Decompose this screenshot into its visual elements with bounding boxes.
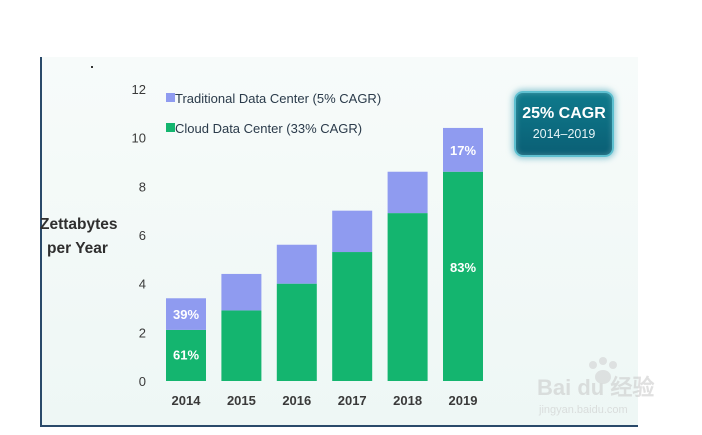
bar-data-label: 83% <box>450 260 476 275</box>
paw-icon <box>589 357 617 384</box>
baidu-watermark: Bai du 经验 jingyan.baidu.com <box>537 357 654 416</box>
y-tick-label: 4 <box>139 277 146 292</box>
cagr-badge: 25% CAGR 2014–2019 <box>514 91 614 157</box>
x-ticks-group: 2014 2015 2016 2017 2018 2019 <box>172 393 478 408</box>
bars-group <box>166 127 483 381</box>
bar-data-label: 61% <box>173 347 199 362</box>
bar-segment <box>443 171 483 381</box>
x-tick-label: 2015 <box>227 393 256 408</box>
y-tick-label: 10 <box>132 131 146 146</box>
y-axis-label-line2: per Year <box>47 240 108 257</box>
bar-segment <box>276 283 317 381</box>
bar-data-label: 17% <box>450 143 476 158</box>
y-tick-label: 8 <box>139 179 146 194</box>
data-labels-group: 61% 39% 83% 17% <box>173 143 476 363</box>
bar-segment <box>166 298 206 330</box>
watermark-url: jingyan.baidu.com <box>538 404 628 416</box>
x-tick-label: 2018 <box>393 393 422 408</box>
bar-segment <box>221 310 262 381</box>
bar-segment <box>276 244 317 284</box>
y-tick-label: 0 <box>139 374 146 389</box>
y-tick-label: 12 <box>132 82 146 97</box>
stray-dot <box>91 66 93 68</box>
x-tick-label: 2017 <box>338 393 367 408</box>
cagr-badge-subtitle: 2014–2019 <box>532 127 596 141</box>
legend-swatch <box>166 123 175 132</box>
y-tick-label: 6 <box>139 228 146 243</box>
watermark-text: Bai du 经验 <box>537 375 654 400</box>
y-axis-label: Zettabytes per Year <box>40 213 118 261</box>
bar-segment <box>221 273 262 311</box>
y-axis-label-line1: Zettabytes <box>40 216 118 233</box>
bar-data-label: 39% <box>173 307 199 322</box>
bar-segment <box>387 171 428 214</box>
x-tick-label: 2016 <box>282 393 311 408</box>
legend-group: Traditional Data Center (5% CAGR) Cloud D… <box>166 91 381 136</box>
legend-swatch <box>166 93 175 102</box>
bar-segment <box>443 127 483 172</box>
legend-label: Traditional Data Center (5% CAGR) <box>175 91 381 106</box>
bar-segment <box>332 210 373 253</box>
x-tick-label: 2014 <box>172 393 202 408</box>
bar-segment <box>387 213 428 381</box>
cagr-badge-title: 25% CAGR <box>522 105 606 122</box>
y-ticks-group: 0 2 4 6 8 10 12 <box>132 82 146 389</box>
bar-segment <box>332 252 373 381</box>
bar-segment <box>166 329 206 381</box>
y-tick-label: 2 <box>139 325 146 340</box>
legend-label: Cloud Data Center (33% CAGR) <box>175 121 362 136</box>
x-tick-label: 2019 <box>449 393 478 408</box>
